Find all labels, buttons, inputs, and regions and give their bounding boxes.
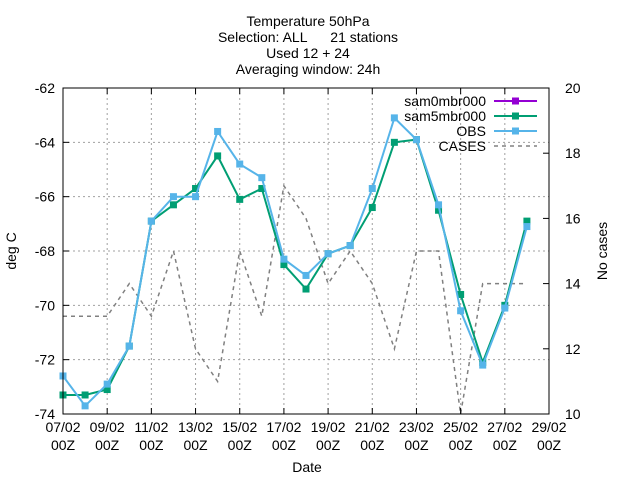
x-tick-label-date: 17/02 [266, 419, 301, 435]
data-point-obs [479, 361, 487, 369]
data-point-obs [192, 193, 200, 201]
y-tick-label: -62 [35, 80, 55, 96]
y2-tick-label: 20 [565, 80, 581, 96]
x-tick-label-time: 00Z [404, 437, 429, 453]
data-point-obs [147, 217, 155, 225]
data-point-obs [435, 201, 443, 209]
data-point-sam5mbr000 [214, 152, 222, 160]
grid [63, 88, 549, 414]
y-tick-label: -74 [35, 406, 55, 422]
legend-marker-sam0mbr000 [512, 97, 519, 105]
x-tick-label-time: 00Z [95, 437, 120, 453]
data-point-obs [103, 380, 111, 388]
x-tick-label-date: 29/02 [531, 419, 566, 435]
legend-label-cases: CASES [439, 138, 486, 154]
data-point-obs [324, 250, 332, 258]
legend-marker-obs [512, 127, 519, 135]
temperature-series [59, 114, 531, 410]
legend-label-obs: OBS [456, 123, 486, 139]
title-line-4: Averaging window: 24h [236, 61, 381, 77]
data-point-obs [280, 255, 288, 263]
x-tick-label-time: 00Z [51, 437, 76, 453]
series-line-obs [62, 116, 528, 408]
data-point-obs [346, 242, 354, 250]
y2-tick-label: 16 [565, 210, 581, 226]
y2-tick-label: 10 [565, 406, 581, 422]
y-tick-label: -64 [35, 134, 55, 150]
data-point-obs [501, 304, 509, 312]
x-tick-label-time: 00Z [493, 437, 518, 453]
chart-title: Temperature 50hPa Selection: ALL 21 stat… [218, 13, 398, 77]
x-tick-label-time: 00Z [183, 437, 208, 453]
data-point-obs [81, 402, 89, 410]
legend-label-sam0mbr000: sam0mbr000 [404, 93, 486, 109]
x-tick-label-date: 13/02 [178, 419, 213, 435]
data-point-sam5mbr000 [169, 201, 177, 209]
title-line-3: Used 12 + 24 [266, 45, 350, 61]
x-tick-label-time: 00Z [316, 437, 341, 453]
data-point-obs [368, 185, 376, 193]
data-point-obs [258, 174, 266, 182]
y-tick-label: -72 [35, 352, 55, 368]
x-tick-label-date: 07/02 [45, 419, 80, 435]
title-line-1: Temperature 50hPa [247, 13, 370, 29]
axis-ticks: -74 -72 -70 -68 -66 -64 -62 10 12 14 16 18 20 07/02 00… [35, 80, 581, 453]
data-point-obs [125, 342, 133, 350]
x-tick-label-date: 11/02 [134, 419, 168, 435]
data-point-obs [457, 307, 465, 315]
y-tick-label: -68 [35, 243, 55, 259]
y-tick-label: -66 [35, 189, 55, 205]
legend-marker-sam5mbr000 [512, 112, 519, 120]
x-tick-label-date: 21/02 [355, 419, 390, 435]
data-point-sam5mbr000 [302, 285, 310, 293]
data-point-obs [390, 114, 398, 122]
y2-tick-label: 18 [565, 145, 581, 161]
data-point-obs [412, 136, 420, 144]
data-point-sam5mbr000 [368, 204, 376, 212]
y2-tick-label: 12 [565, 341, 581, 357]
data-point-sam5mbr000 [103, 386, 111, 394]
x-tick-label-time: 00Z [272, 437, 297, 453]
x-tick-label-date: 19/02 [311, 419, 346, 435]
y2-axis-label: No cases [594, 222, 610, 280]
data-point-sam5mbr000 [280, 261, 288, 269]
x-tick-label-date: 09/02 [90, 419, 125, 435]
x-tick-label-date: 15/02 [222, 419, 257, 435]
x-tick-label-time: 00Z [537, 437, 562, 453]
y-tick-label: -70 [35, 297, 55, 313]
x-tick-label-date: 25/02 [443, 419, 478, 435]
data-point-sam5mbr000 [390, 138, 398, 146]
x-tick-label-time: 00Z [228, 437, 253, 453]
data-point-sam5mbr000 [81, 391, 89, 399]
x-tick-label-time: 00Z [139, 437, 164, 453]
data-point-obs [302, 271, 310, 279]
legend-label-sam5mbr000: sam5mbr000 [404, 108, 486, 124]
data-point-sam5mbr000 [435, 206, 443, 214]
data-point-sam5mbr000 [192, 185, 200, 193]
data-point-obs [214, 127, 222, 135]
x-tick-label-date: 27/02 [487, 419, 522, 435]
data-point-obs [523, 223, 531, 231]
y-axis-label: deg C [3, 232, 19, 269]
data-point-sam5mbr000 [258, 185, 266, 193]
data-point-sam5mbr000 [457, 290, 465, 298]
data-point-obs [236, 160, 244, 168]
title-line-2: Selection: ALL 21 stations [218, 29, 398, 45]
x-tick-label-date: 23/02 [399, 419, 434, 435]
x-tick-label-time: 00Z [449, 437, 474, 453]
data-point-sam5mbr000 [236, 195, 244, 203]
x-tick-label-time: 00Z [360, 437, 385, 453]
data-point-sam5mbr000 [523, 217, 531, 225]
y2-tick-label: 14 [565, 276, 581, 292]
x-axis-label: Date [292, 459, 322, 475]
data-point-obs [169, 193, 177, 201]
